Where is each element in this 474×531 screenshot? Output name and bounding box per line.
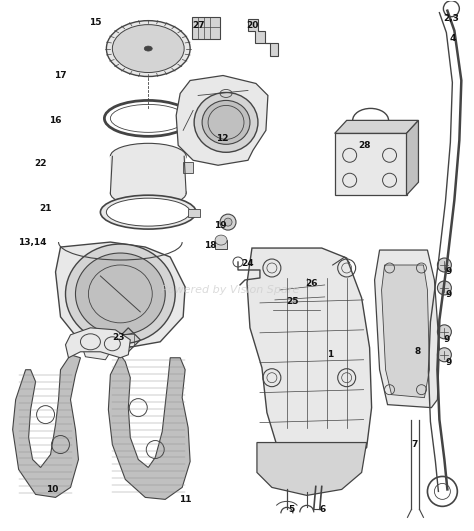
Text: 21: 21 (39, 204, 52, 212)
Ellipse shape (65, 244, 175, 344)
Polygon shape (183, 162, 193, 173)
Ellipse shape (144, 46, 152, 51)
Ellipse shape (106, 198, 190, 226)
Bar (192, 16, 220, 39)
Ellipse shape (202, 100, 250, 144)
Text: 15: 15 (89, 18, 101, 27)
Ellipse shape (104, 100, 192, 136)
Bar (215, 240, 227, 249)
Text: 11: 11 (179, 495, 191, 504)
Polygon shape (248, 19, 278, 56)
Ellipse shape (106, 21, 190, 76)
Polygon shape (13, 355, 81, 498)
Text: 26: 26 (306, 279, 318, 288)
Ellipse shape (110, 143, 186, 169)
Text: 9: 9 (445, 358, 452, 367)
Ellipse shape (75, 253, 165, 335)
Text: 7: 7 (411, 440, 418, 449)
Polygon shape (65, 328, 130, 358)
Text: 9: 9 (443, 335, 449, 344)
Text: 5: 5 (289, 505, 295, 514)
Text: 22: 22 (34, 159, 47, 168)
Text: 24: 24 (242, 259, 254, 268)
Ellipse shape (220, 214, 236, 230)
Ellipse shape (438, 325, 451, 339)
Polygon shape (335, 133, 407, 195)
Text: 25: 25 (287, 297, 299, 306)
Polygon shape (382, 265, 429, 398)
Text: 16: 16 (49, 116, 62, 125)
Polygon shape (188, 209, 200, 217)
Text: 9: 9 (445, 268, 452, 277)
Ellipse shape (112, 24, 184, 73)
Polygon shape (81, 342, 110, 360)
Ellipse shape (438, 281, 451, 295)
Polygon shape (335, 121, 419, 133)
Text: 13,14: 13,14 (18, 237, 47, 246)
Polygon shape (55, 242, 185, 350)
Text: 27: 27 (192, 21, 204, 30)
Text: 20: 20 (246, 21, 258, 30)
Ellipse shape (438, 348, 451, 362)
Text: 8: 8 (414, 347, 420, 356)
Polygon shape (247, 248, 372, 467)
Ellipse shape (100, 195, 196, 229)
Polygon shape (176, 75, 268, 165)
Text: 17: 17 (54, 71, 67, 80)
Text: Powered by Vision Spare: Powered by Vision Spare (161, 285, 299, 295)
Text: 2,3: 2,3 (444, 14, 459, 23)
Ellipse shape (438, 258, 451, 272)
Text: 23: 23 (112, 333, 125, 342)
Text: 10: 10 (46, 485, 59, 494)
Ellipse shape (224, 218, 232, 226)
Text: 1: 1 (327, 350, 333, 359)
Text: 4: 4 (449, 34, 456, 43)
Polygon shape (109, 355, 190, 499)
Ellipse shape (110, 180, 186, 206)
Text: 9: 9 (445, 290, 452, 299)
Text: 18: 18 (204, 241, 216, 250)
Text: 28: 28 (358, 141, 371, 150)
Polygon shape (257, 442, 366, 495)
Polygon shape (265, 267, 337, 320)
Text: 19: 19 (214, 220, 227, 229)
Text: 12: 12 (216, 134, 228, 143)
Ellipse shape (194, 92, 258, 152)
Text: 6: 6 (319, 505, 326, 514)
Polygon shape (407, 121, 419, 195)
Polygon shape (110, 156, 186, 193)
Polygon shape (374, 250, 439, 408)
Ellipse shape (215, 235, 227, 245)
